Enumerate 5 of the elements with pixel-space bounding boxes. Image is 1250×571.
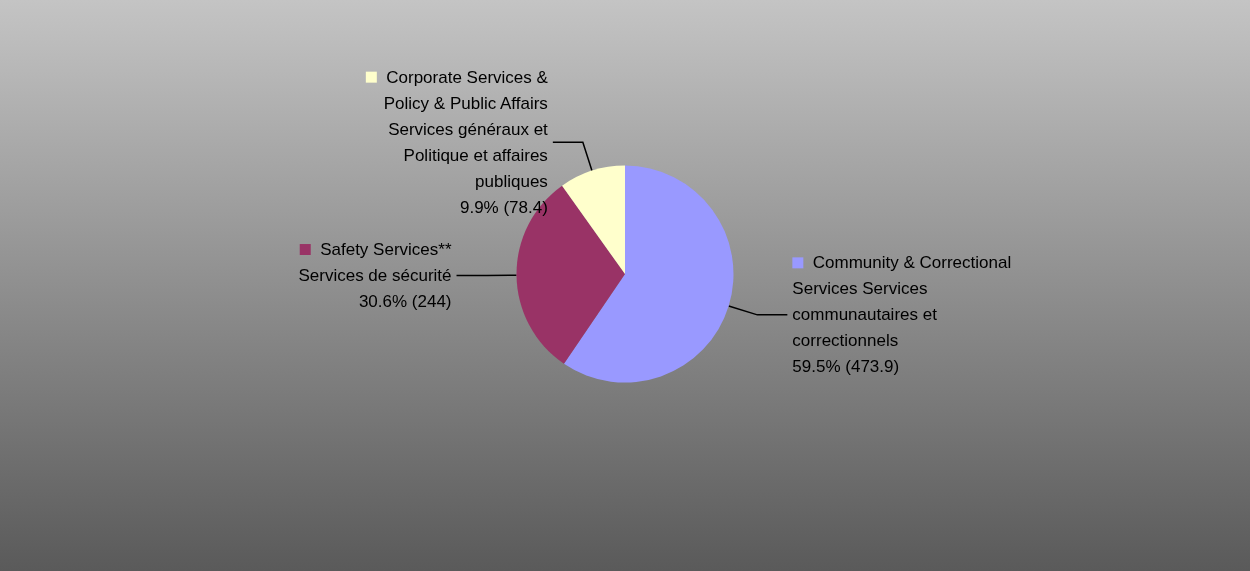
- legend-label: Community & Correctional Services Services communautaires et correctionnels: [792, 253, 1012, 351]
- data-label: 59.5% (473.9): [792, 357, 900, 377]
- legend-label: Safety Services** Services de sécurité: [298, 240, 452, 286]
- data-label: 30.6% (244): [358, 292, 452, 312]
- legend-label: Corporate Services & Policy & Public Affairs Services généraux et Politique et affaires publiques: [383, 67, 549, 191]
